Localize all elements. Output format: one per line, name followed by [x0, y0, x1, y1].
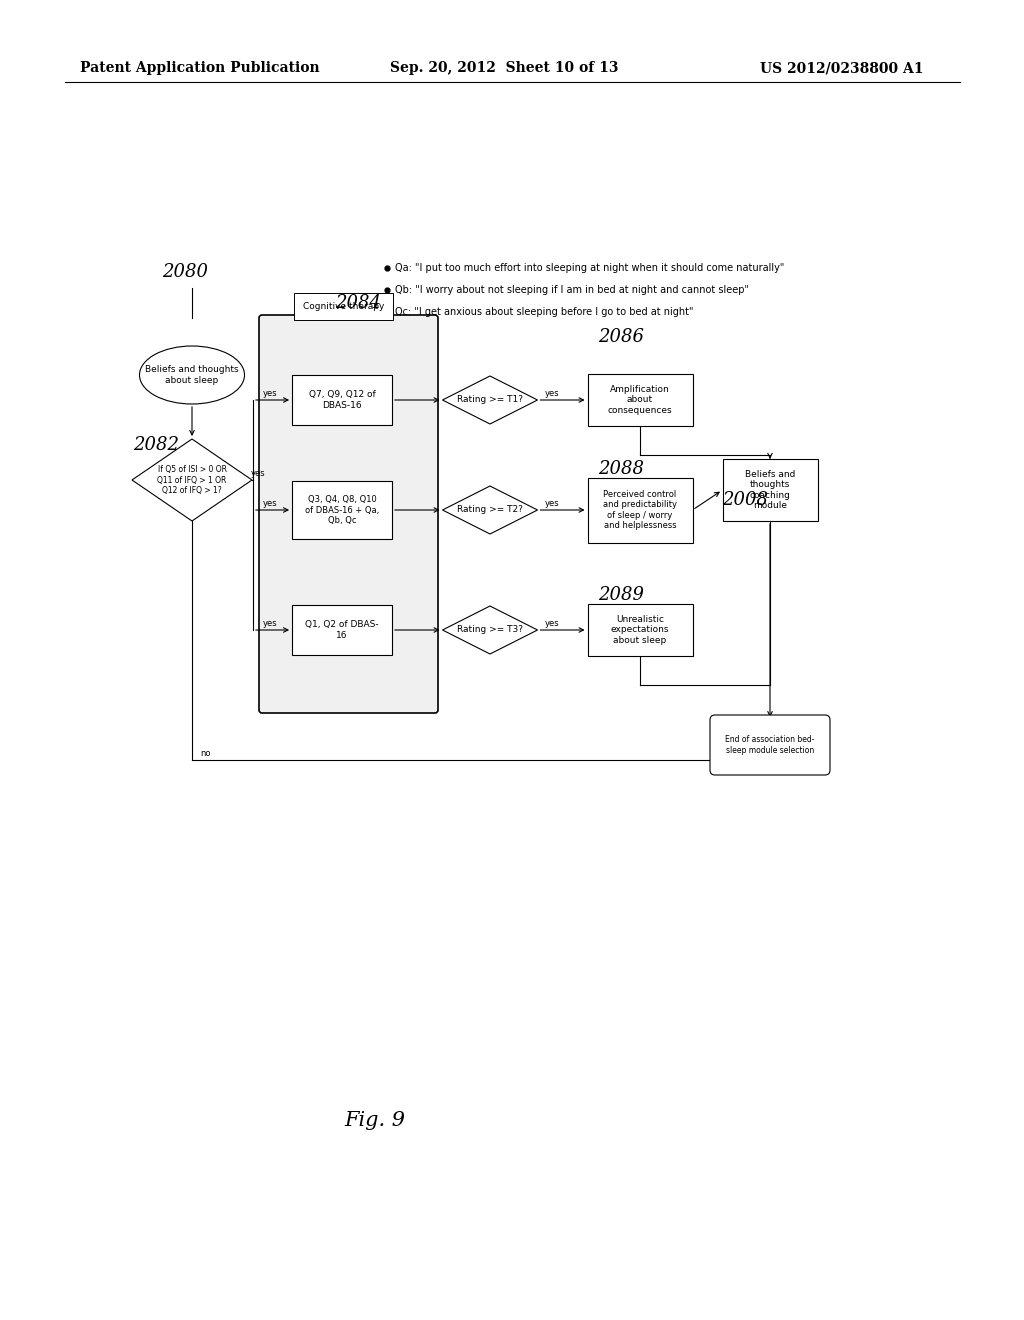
FancyBboxPatch shape [259, 315, 438, 713]
Text: Rating >= T3?: Rating >= T3? [457, 626, 523, 635]
FancyBboxPatch shape [710, 715, 830, 775]
Text: Perceived control
and predictability
of sleep / worry
and helplessness: Perceived control and predictability of … [603, 490, 677, 531]
Text: 2088: 2088 [598, 459, 644, 478]
FancyBboxPatch shape [292, 375, 392, 425]
Text: no: no [200, 750, 211, 759]
Text: Sep. 20, 2012  Sheet 10 of 13: Sep. 20, 2012 Sheet 10 of 13 [390, 61, 618, 75]
Text: If Q5 of ISI > 0 OR
Q11 of IFQ > 1 OR
Q12 of IFQ > 1?: If Q5 of ISI > 0 OR Q11 of IFQ > 1 OR Q1… [158, 465, 226, 495]
Text: End of association bed-
sleep module selection: End of association bed- sleep module sel… [725, 735, 815, 755]
Polygon shape [442, 376, 538, 424]
Text: yes: yes [263, 619, 278, 628]
Text: yes: yes [263, 389, 278, 399]
Polygon shape [132, 440, 252, 521]
FancyBboxPatch shape [292, 480, 392, 539]
Text: Qc: "I get anxious about sleeping before I go to bed at night": Qc: "I get anxious about sleeping before… [395, 308, 693, 317]
Text: Amplification
about
consequences: Amplification about consequences [607, 385, 673, 414]
Ellipse shape [139, 346, 245, 404]
Text: Beliefs and
thoughts
coaching
module: Beliefs and thoughts coaching module [744, 470, 796, 510]
Text: Fig. 9: Fig. 9 [344, 1110, 406, 1130]
Text: 2080: 2080 [162, 263, 208, 281]
Text: yes: yes [545, 499, 560, 508]
Text: yes: yes [545, 619, 560, 628]
Text: 2008: 2008 [722, 491, 768, 510]
Text: yes: yes [251, 469, 265, 478]
FancyBboxPatch shape [723, 459, 817, 521]
Text: yes: yes [263, 499, 278, 508]
Text: 2082: 2082 [133, 436, 179, 454]
Polygon shape [442, 486, 538, 535]
Text: Patent Application Publication: Patent Application Publication [80, 61, 319, 75]
Text: Rating >= T1?: Rating >= T1? [457, 396, 523, 404]
Text: US 2012/0238800 A1: US 2012/0238800 A1 [760, 61, 924, 75]
FancyBboxPatch shape [588, 374, 692, 426]
Text: Qb: "I worry about not sleeping if I am in bed at night and cannot sleep": Qb: "I worry about not sleeping if I am … [395, 285, 749, 294]
Text: Rating >= T2?: Rating >= T2? [457, 506, 523, 515]
Text: Q3, Q4, Q8, Q10
of DBAS-16 + Qa,
Qb, Qc: Q3, Q4, Q8, Q10 of DBAS-16 + Qa, Qb, Qc [305, 495, 379, 525]
Text: Q1, Q2 of DBAS-
16: Q1, Q2 of DBAS- 16 [305, 620, 379, 640]
FancyBboxPatch shape [292, 605, 392, 655]
Text: yes: yes [545, 389, 560, 399]
Text: Cognitive therapy: Cognitive therapy [303, 302, 384, 312]
Polygon shape [442, 606, 538, 653]
Text: 2089: 2089 [598, 586, 644, 605]
Text: 2084: 2084 [335, 294, 381, 312]
Text: Unrealistic
expectations
about sleep: Unrealistic expectations about sleep [610, 615, 670, 645]
Text: Q7, Q9, Q12 of
DBAS-16: Q7, Q9, Q12 of DBAS-16 [308, 391, 376, 409]
Text: Qa: "I put too much effort into sleeping at night when it should come naturally": Qa: "I put too much effort into sleeping… [395, 263, 784, 273]
Text: Beliefs and thoughts
about sleep: Beliefs and thoughts about sleep [145, 366, 239, 384]
FancyBboxPatch shape [588, 478, 692, 543]
Text: 2086: 2086 [598, 327, 644, 346]
FancyBboxPatch shape [588, 605, 692, 656]
